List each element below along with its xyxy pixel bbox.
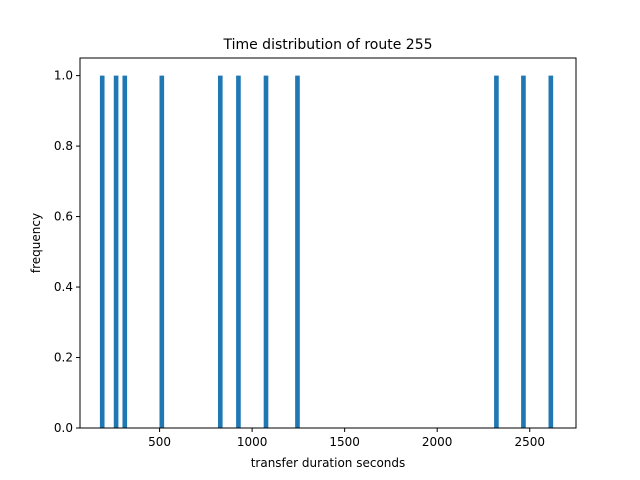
- x-tick-label-2: 1500: [329, 435, 360, 449]
- y-tick-label-2: 0.4: [54, 280, 73, 294]
- histogram-bar-0: [99, 75, 105, 429]
- y-tick-label-4: 0.8: [54, 139, 73, 153]
- histogram-bar-1: [113, 75, 119, 429]
- x-tick-label-1: 1000: [237, 435, 268, 449]
- y-tick-label-3: 0.6: [54, 210, 73, 224]
- histogram-bar-4: [217, 75, 223, 429]
- x-tick-label-3: 2000: [422, 435, 453, 449]
- x-axis-ticks: 500 1000 1500 2000 2500: [148, 428, 545, 449]
- histogram-bar-10: [548, 75, 554, 429]
- y-tick-label-0: 0.0: [54, 421, 73, 435]
- x-axis-label: transfer duration seconds: [251, 456, 406, 470]
- bars-group: [99, 75, 554, 429]
- y-tick-label-5: 1.0: [54, 69, 73, 83]
- x-tick-label-0: 500: [148, 435, 171, 449]
- histogram-bar-3: [159, 75, 165, 429]
- histogram-bar-2: [122, 75, 128, 429]
- histogram-bar-8: [494, 75, 499, 429]
- y-tick-label-1: 0.2: [54, 351, 73, 365]
- histogram-bar-6: [263, 75, 269, 429]
- y-axis-label: frequency: [29, 213, 43, 273]
- plot-area-frame: [79, 57, 577, 429]
- chart-title: Time distribution of route 255: [222, 37, 432, 53]
- histogram-bar-9: [521, 75, 526, 429]
- histogram-bar-5: [236, 75, 241, 429]
- y-axis-ticks: 0.0 0.2 0.4 0.6 0.8 1.0: [54, 69, 80, 435]
- histogram-bar-7: [295, 75, 300, 429]
- x-tick-label-4: 2500: [514, 435, 545, 449]
